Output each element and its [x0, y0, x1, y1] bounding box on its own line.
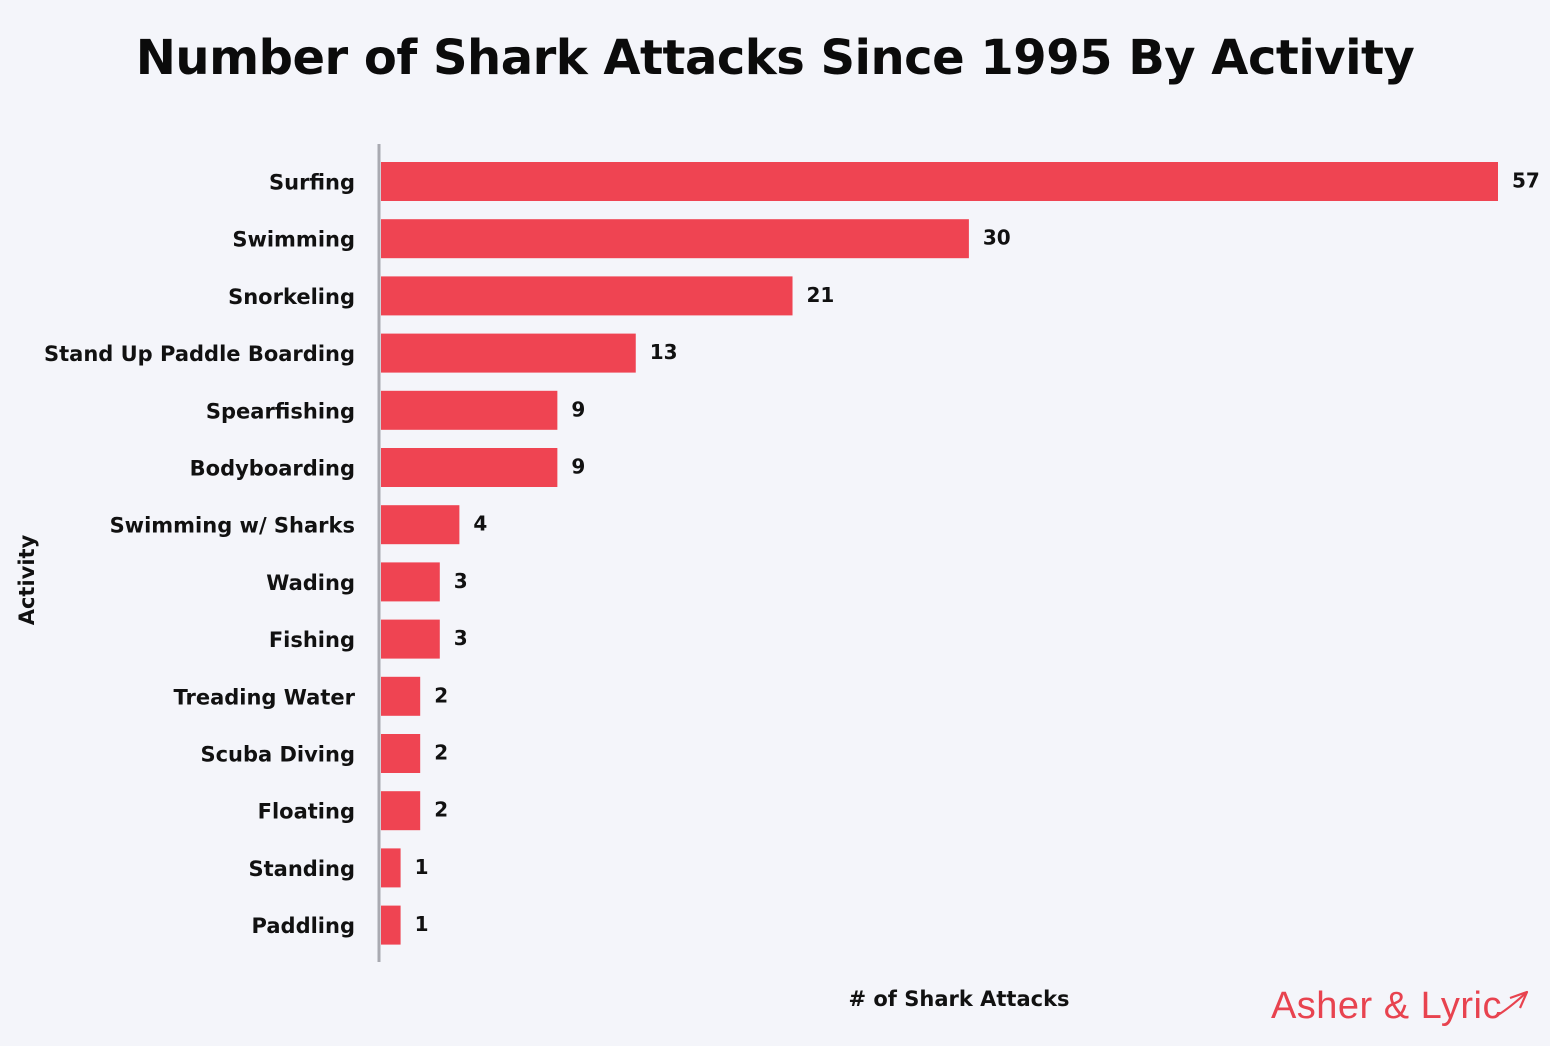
x-axis-label: # of Shark Attacks	[848, 987, 1070, 1011]
category-label-13: Paddling	[252, 914, 355, 938]
category-label-7: Wading	[266, 571, 355, 595]
bar-7	[381, 562, 440, 602]
category-label-11: Floating	[258, 800, 355, 824]
category-label-10: Scuba Diving	[200, 743, 355, 767]
brand-logo: Asher & Lyric	[1271, 985, 1530, 1028]
value-label-11: 2	[434, 798, 448, 822]
bar-11	[381, 791, 421, 831]
category-label-4: Spearfishing	[206, 399, 355, 423]
bar-12	[381, 848, 401, 888]
bar-13	[381, 905, 401, 945]
value-label-10: 2	[434, 741, 448, 765]
bar-6	[381, 505, 460, 545]
value-label-6: 4	[473, 512, 487, 536]
bar-5	[381, 448, 558, 487]
category-label-8: Fishing	[269, 628, 355, 652]
value-label-9: 2	[434, 683, 448, 707]
category-label-0: Surfing	[269, 171, 355, 195]
airplane-icon	[1497, 990, 1529, 1016]
bar-2	[381, 276, 793, 316]
value-label-7: 3	[454, 569, 468, 593]
bar-1	[381, 219, 969, 259]
bar-4	[381, 390, 558, 430]
category-label-2: Snorkeling	[228, 285, 355, 309]
value-label-4: 9	[571, 397, 585, 421]
bar-10	[381, 734, 421, 773]
value-label-12: 1	[415, 855, 429, 879]
category-label-3: Stand Up Paddle Boarding	[44, 342, 355, 366]
category-label-1: Swimming	[232, 228, 355, 252]
value-label-0: 57	[1512, 169, 1540, 193]
value-label-1: 30	[983, 226, 1011, 250]
category-label-6: Swimming w/ Sharks	[110, 514, 355, 538]
bar-8	[381, 619, 440, 659]
category-label-5: Bodyboarding	[190, 457, 355, 481]
category-label-12: Standing	[249, 857, 356, 881]
bar-9	[381, 676, 421, 716]
value-label-13: 1	[415, 912, 429, 936]
value-label-8: 3	[454, 626, 468, 650]
value-label-3: 13	[650, 340, 678, 364]
bar-3	[381, 333, 636, 373]
category-label-9: Treading Water	[173, 685, 355, 709]
brand-name: Asher & Lyric	[1270, 985, 1502, 1027]
value-label-5: 9	[571, 455, 585, 479]
y-axis-label: Activity	[15, 534, 39, 626]
value-label-2: 21	[807, 283, 835, 307]
chart-title: Number of Shark Attacks Since 1995 By Ac…	[135, 30, 1415, 86]
bar-0	[381, 162, 1498, 201]
